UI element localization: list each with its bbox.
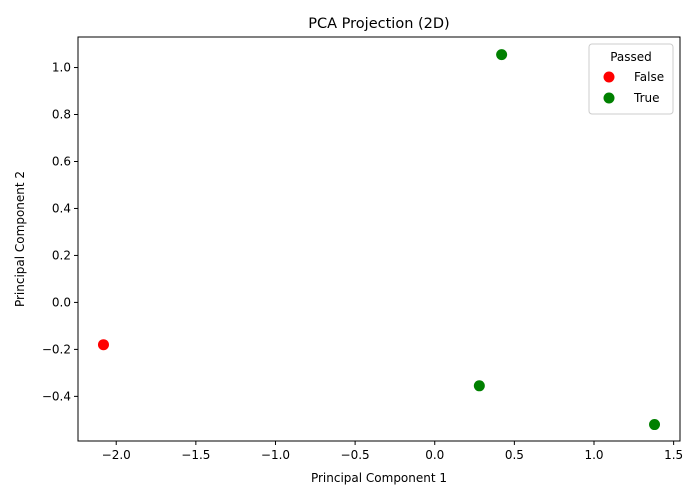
data-point-true [496, 49, 508, 61]
legend-marker-true [603, 92, 615, 104]
data-point-true [473, 380, 485, 392]
y-axis-label: Principal Component 2 [13, 171, 27, 307]
data-point-true [649, 419, 661, 431]
y-tick-label: −0.2 [42, 342, 71, 356]
x-tick-label: −1.0 [261, 448, 290, 462]
plot-area-frame [77, 36, 681, 442]
y-axis-ticks: −0.4 −0.2 0.0 0.2 0.4 0.6 0.8 1.0 [42, 61, 78, 403]
scatter-points [97, 49, 661, 431]
legend-marker-false [603, 71, 615, 83]
y-tick-label: 0.8 [52, 108, 71, 122]
x-tick-label: 1.0 [584, 448, 603, 462]
y-tick-label: 1.0 [52, 61, 71, 75]
x-axis-ticks: −2.0 −1.5 −1.0 −0.5 0.0 0.5 1.0 1.5 [102, 441, 683, 462]
data-point-false [97, 339, 109, 351]
x-tick-label: −0.5 [341, 448, 370, 462]
x-tick-label: −2.0 [102, 448, 131, 462]
y-tick-label: −0.4 [42, 389, 71, 403]
x-tick-label: 0.0 [425, 448, 444, 462]
y-tick-label: 0.4 [52, 201, 71, 215]
chart-title: PCA Projection (2D) [308, 16, 449, 32]
y-tick-label: 0.6 [52, 154, 71, 168]
y-tick-label: 0.0 [52, 295, 71, 309]
legend: Passed False True [588, 43, 674, 115]
y-tick-label: 0.2 [52, 248, 71, 262]
legend-title: Passed [610, 50, 652, 64]
legend-label-true: True [633, 91, 660, 105]
x-tick-label: 0.5 [505, 448, 524, 462]
x-tick-label: −1.5 [181, 448, 210, 462]
legend-entries: False True [603, 70, 664, 105]
x-axis-label: Principal Component 1 [311, 471, 447, 485]
x-tick-label: 1.5 [664, 448, 683, 462]
legend-label-false: False [634, 70, 664, 84]
